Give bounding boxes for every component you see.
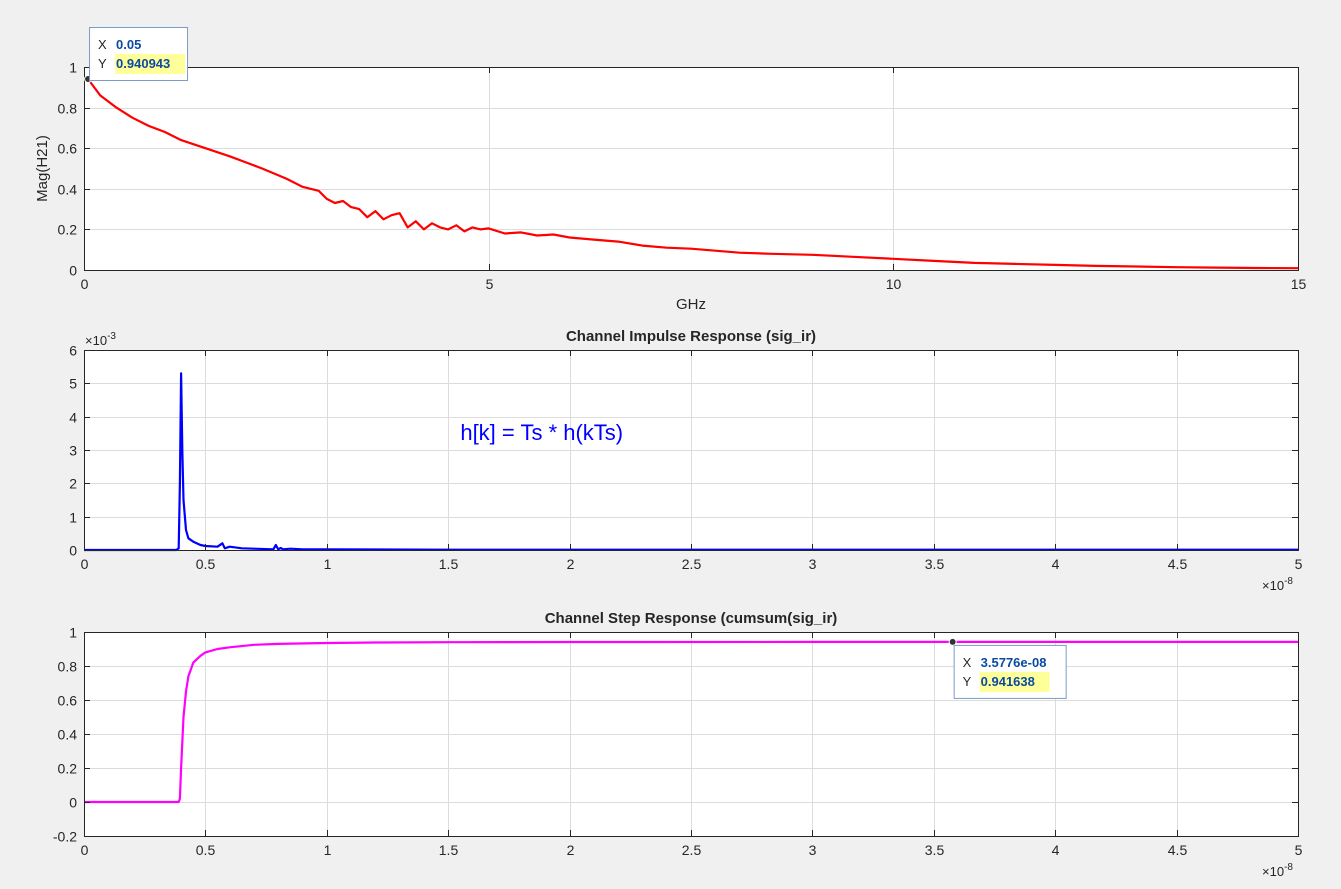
y-tick-label: 0.2 bbox=[58, 222, 78, 238]
y-tick-label: 0 bbox=[69, 263, 77, 279]
y-tick-label: 0.4 bbox=[58, 727, 78, 743]
y-exponent-power: -3 bbox=[107, 331, 116, 342]
y-tick-label: 1 bbox=[69, 625, 77, 641]
x-tick-label: 1 bbox=[324, 556, 332, 572]
x-tick-label: 5 bbox=[486, 276, 494, 292]
x-tick-label: 5 bbox=[1295, 842, 1303, 858]
datatip-y-label: Y bbox=[963, 674, 972, 689]
series-line bbox=[87, 78, 1299, 270]
axes-box bbox=[84, 67, 1299, 271]
datatip[interactable]: X 3.5776e-08 Y 0.941638 bbox=[948, 637, 1067, 699]
datatip-highlight bbox=[115, 53, 186, 74]
x-tick-label: 2 bbox=[567, 842, 575, 858]
x-tick-label: 3 bbox=[809, 556, 817, 572]
x-tick-label: 3.5 bbox=[925, 842, 945, 858]
y-tick-label: 4 bbox=[69, 410, 77, 426]
x-tick-label: 0.5 bbox=[196, 556, 216, 572]
plot-area bbox=[84, 67, 1298, 270]
datatip-y-value: 0.940943 bbox=[116, 56, 170, 71]
datatip-x-value: 3.5776e-08 bbox=[981, 655, 1047, 670]
y-tick-label: 0.2 bbox=[58, 761, 78, 777]
x-tick-label: 1 bbox=[324, 842, 332, 858]
datatip-marker[interactable] bbox=[948, 637, 957, 646]
x-tick-label: 0 bbox=[81, 556, 89, 572]
datatip-x-label: X bbox=[98, 37, 107, 52]
chart-impulse: 0 0.5 1 1.5 2 2.5 3 3.5 4 4.5 5 0 1 2 3 4 5 6 Channel Impu… bbox=[69, 328, 1302, 593]
y-tick-label: 0 bbox=[69, 543, 77, 559]
x-tick-label: 4.5 bbox=[1168, 842, 1188, 858]
y-tick-label: 0.8 bbox=[58, 101, 78, 117]
y-tick-label: 3 bbox=[69, 443, 77, 459]
datatip-y-label: Y bbox=[98, 56, 107, 71]
x-tick-label: 3 bbox=[809, 842, 817, 858]
datatip-x-value: 0.05 bbox=[116, 37, 141, 52]
chart-title: Channel Step Response (cumsum(sig_ir) bbox=[545, 610, 838, 627]
y-tick-label: -0.2 bbox=[53, 829, 77, 845]
y-exponent-label: ×10-3 bbox=[85, 331, 116, 348]
x-tick-label: 4 bbox=[1052, 556, 1060, 572]
x-tick-label: 4.5 bbox=[1168, 556, 1188, 572]
x-exponent-power: -8 bbox=[1284, 576, 1293, 587]
x-tick-label: 2 bbox=[567, 556, 575, 572]
chart-title: Channel Impulse Response (sig_ir) bbox=[566, 328, 816, 345]
y-tick-label: 0.6 bbox=[58, 141, 78, 157]
y-tick-label: 6 bbox=[69, 343, 77, 359]
x-tick-label: 1.5 bbox=[439, 842, 459, 858]
datatip-x-label: X bbox=[963, 655, 972, 670]
y-tick-label: 5 bbox=[69, 376, 77, 392]
datatip-highlight bbox=[979, 671, 1050, 692]
x-tick-label: 5 bbox=[1295, 556, 1303, 572]
datatip[interactable]: X 0.05 Y 0.940943 bbox=[84, 26, 189, 83]
y-tick-label: 0 bbox=[69, 795, 77, 811]
y-tick-label: 1 bbox=[69, 60, 77, 76]
series-line bbox=[84, 640, 1298, 804]
x-exponent-label: ×10-8 bbox=[1262, 576, 1293, 593]
series-line bbox=[84, 372, 1298, 552]
y-tick-label: 0.4 bbox=[58, 182, 78, 198]
datatip-y-value: 0.941638 bbox=[981, 674, 1035, 689]
y-axis-label: Mag(H21) bbox=[34, 135, 51, 202]
y-tick-label: 0.6 bbox=[58, 693, 78, 709]
x-tick-label: 1.5 bbox=[439, 556, 459, 572]
x-tick-label: 3.5 bbox=[925, 556, 945, 572]
y-tick-label: 0.8 bbox=[58, 659, 78, 675]
x-axis-label: GHz bbox=[676, 296, 706, 313]
x-exponent-power: -8 bbox=[1284, 862, 1293, 873]
x-tick-label: 10 bbox=[886, 276, 902, 292]
y-tick-label: 2 bbox=[69, 476, 77, 492]
x-tick-label: 4 bbox=[1052, 842, 1060, 858]
x-tick-label: 0 bbox=[81, 276, 89, 292]
chart-step: 0 0.5 1 1.5 2 2.5 3 3.5 4 4.5 5-0.200.20.40.60.81C… bbox=[53, 610, 1303, 879]
x-exponent-label: ×10-8 bbox=[1262, 862, 1293, 879]
x-tick-label: 15 bbox=[1291, 276, 1307, 292]
y-tick-label: 1 bbox=[69, 510, 77, 526]
x-tick-label: 2.5 bbox=[682, 842, 702, 858]
x-tick-label: 2.5 bbox=[682, 556, 702, 572]
chart-magnitude: 0 5 10 15 0 0.2 0.4 0.6 0.8 1 GHz Mag(H21) X 0.05 Y 0.9… bbox=[34, 26, 1307, 313]
annotation-text: h[k] = Ts * h(kTs) bbox=[460, 420, 623, 445]
x-tick-label: 0.5 bbox=[196, 842, 216, 858]
x-tick-label: 0 bbox=[81, 842, 89, 858]
